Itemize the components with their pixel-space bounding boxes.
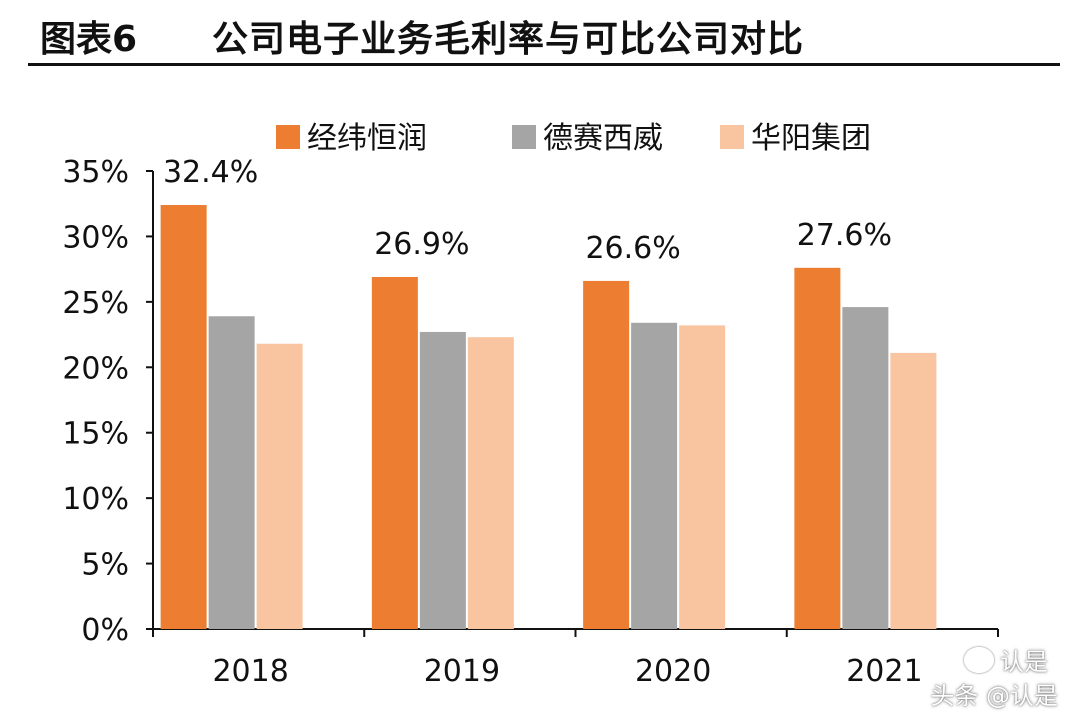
y-tick-label: 5% [81, 548, 129, 583]
data-label: 27.6% [797, 218, 892, 253]
watermark-logo: 认是 [964, 642, 1048, 677]
y-tick-label: 0% [81, 613, 129, 648]
header-divider [28, 63, 1060, 66]
bar [583, 280, 630, 629]
y-tick-label: 15% [62, 417, 129, 452]
bar [794, 267, 841, 629]
figure-number: 图表6 [40, 19, 138, 60]
legend: 经纬恒润 德赛西威 华阳集团 [276, 121, 871, 156]
watermark-top-text: 认是 [1000, 648, 1048, 676]
x-axis: 2018 2019 2020 2021 [152, 628, 999, 689]
data-labels: 32.4% 26.9% 26.6% 27.6% [163, 155, 892, 266]
chart-title: 公司电子业务毛利率与可比公司对比 [212, 19, 805, 60]
bars [160, 205, 937, 629]
y-tick-label: 25% [62, 286, 129, 321]
y-tick-label: 20% [62, 351, 129, 386]
bar [842, 307, 889, 629]
legend-label: 华阳集团 [751, 121, 871, 156]
watermark-text: 头条 @认是 [930, 682, 1058, 710]
bar [679, 325, 726, 629]
x-tick-label: 2020 [635, 654, 711, 689]
bar [160, 205, 207, 629]
legend-label: 德赛西威 [543, 121, 663, 156]
y-tick-label: 35% [62, 155, 129, 190]
y-axis: 0% 5% 10% 15% 20% 25% 30% 35% [62, 155, 154, 648]
wechat-icon [964, 646, 994, 673]
bar [256, 343, 303, 629]
x-tick-label: 2019 [424, 654, 500, 689]
y-tick-label: 30% [62, 220, 129, 255]
legend-label: 经纬恒润 [307, 121, 427, 156]
bar [371, 276, 418, 629]
bar [890, 352, 937, 629]
x-tick-label: 2021 [846, 654, 922, 689]
bar [419, 331, 466, 629]
x-tick-label: 2018 [212, 654, 288, 689]
bar [467, 337, 514, 629]
bar [631, 322, 678, 629]
y-tick-label: 10% [62, 482, 129, 517]
legend-swatch [276, 125, 300, 149]
legend-swatch [720, 125, 744, 149]
legend-swatch [512, 125, 536, 149]
data-label: 26.9% [374, 227, 469, 262]
bar [208, 316, 255, 629]
data-label: 26.6% [585, 231, 680, 266]
data-label: 32.4% [163, 155, 258, 190]
chart-header: 图表6 公司电子业务毛利率与可比公司对比 [28, 0, 1060, 62]
